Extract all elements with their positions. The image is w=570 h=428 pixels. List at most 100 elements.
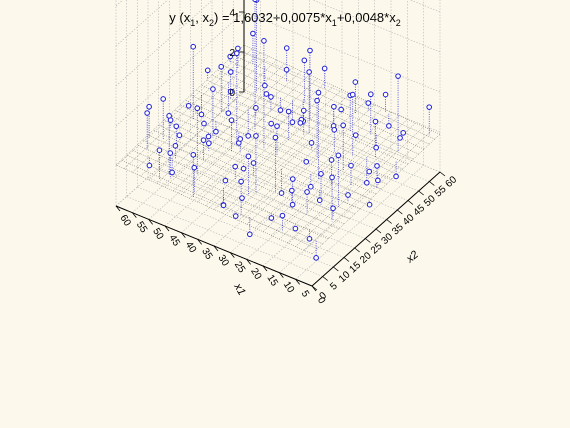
data-point <box>321 65 328 72</box>
data-point <box>372 118 379 125</box>
plane-mesh-line <box>213 89 343 210</box>
grid-line <box>201 129 398 211</box>
plane-mesh-line <box>222 93 351 214</box>
data-point <box>239 195 245 201</box>
grid-line <box>179 148 377 230</box>
data-point <box>190 151 197 158</box>
x2-tick <box>375 228 382 234</box>
plane-mesh-line <box>185 99 382 190</box>
data-point <box>364 179 370 186</box>
data-point <box>397 135 403 141</box>
data-point <box>200 137 207 143</box>
data-point <box>272 134 279 141</box>
data-point <box>191 164 198 171</box>
data-point <box>252 0 258 3</box>
data-point <box>228 117 235 123</box>
plane-mesh-line <box>126 154 323 245</box>
data-point <box>268 215 275 221</box>
x1-tick-label: 15 <box>265 273 280 289</box>
plane-mesh-line <box>243 44 441 135</box>
data-point <box>348 162 354 169</box>
plane-mesh-line <box>206 79 403 170</box>
grid-line <box>126 196 323 277</box>
data-point <box>268 94 274 100</box>
data-point <box>205 133 212 140</box>
x1-tick <box>295 279 300 285</box>
x2-tick <box>386 219 392 224</box>
plane-mesh-line <box>131 149 329 240</box>
plane-mesh-line <box>121 159 318 250</box>
x1-tick-label: 20 <box>248 266 263 282</box>
x2-axis-label: x2 <box>403 249 420 266</box>
data-point <box>306 236 313 242</box>
data-point <box>382 91 389 98</box>
data-point <box>306 69 312 75</box>
data-point <box>352 79 359 85</box>
data-point <box>289 176 296 182</box>
x2-tick-label: 60 <box>444 174 460 190</box>
data-point <box>345 192 351 198</box>
x2-tick <box>397 209 403 215</box>
grid-line <box>243 51 441 133</box>
grid-line <box>169 158 366 239</box>
data-point <box>329 174 335 181</box>
data-point <box>386 123 392 129</box>
data-point <box>289 119 296 126</box>
plane-mesh-line <box>140 56 269 177</box>
data-point <box>307 47 313 54</box>
x1-tick <box>115 205 121 212</box>
fitted-plane <box>115 44 441 255</box>
data-point <box>301 57 308 64</box>
data-point <box>173 123 180 130</box>
data-point <box>314 97 320 104</box>
data-point <box>335 152 342 159</box>
x1-tick <box>164 225 170 232</box>
x1-tick <box>213 245 219 252</box>
data-point <box>247 231 253 238</box>
x2-tick-label: 5 <box>328 280 340 292</box>
x2-tick <box>429 181 435 186</box>
data-point <box>198 111 205 118</box>
data-point <box>349 91 356 98</box>
data-point <box>318 171 324 177</box>
plane-mesh-line <box>254 108 383 229</box>
x1-tick <box>262 265 268 272</box>
x2-tick <box>354 247 360 253</box>
plane-mesh-line <box>115 45 245 166</box>
x2-tick <box>365 238 371 243</box>
x1-tick-label: 55 <box>134 220 149 236</box>
data-point <box>426 104 433 110</box>
z-tick-label: 2 <box>229 48 235 59</box>
data-point <box>146 103 152 110</box>
plane-mesh-line <box>137 144 334 235</box>
x1-tick-label: 5 <box>299 289 312 300</box>
data-point <box>263 91 270 97</box>
x1-tick <box>132 212 137 218</box>
data-point <box>303 158 310 165</box>
data-point <box>274 123 280 129</box>
data-point <box>289 187 295 194</box>
data-point <box>235 45 241 52</box>
plane-mesh-line <box>233 54 430 145</box>
data-point <box>292 225 299 232</box>
grid-line <box>147 177 345 258</box>
plane-mesh-line <box>246 104 375 225</box>
chart-title: y (x1, x2) = 1,6032+0,0075*x1+0,0048*x2 <box>169 10 401 28</box>
data-point <box>374 163 380 169</box>
data-point <box>172 142 179 149</box>
data-point <box>227 88 234 95</box>
data-point <box>330 205 336 212</box>
data-point <box>201 120 207 127</box>
grid-line <box>211 120 409 201</box>
data-point <box>300 107 307 114</box>
data-point <box>218 63 224 70</box>
x1-tick-label: 0 <box>315 295 328 306</box>
data-point <box>237 136 243 142</box>
data-point <box>395 73 401 79</box>
plane-mesh-line <box>217 69 414 160</box>
data-point <box>166 113 172 119</box>
data-point <box>308 183 314 190</box>
data-point <box>225 110 232 116</box>
data-point <box>227 53 233 60</box>
data-points <box>144 0 433 261</box>
